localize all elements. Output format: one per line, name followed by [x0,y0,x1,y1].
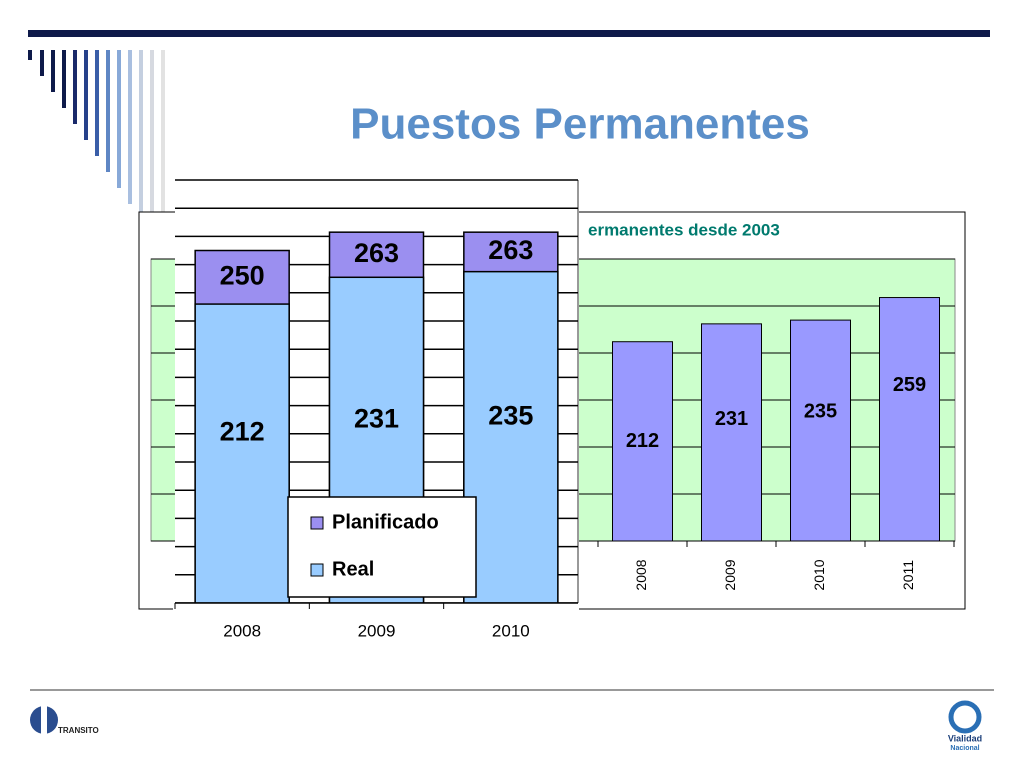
legend-label: Planificado [332,511,439,533]
x-tick-label: 2009 [358,621,396,640]
value-label: 259 [893,374,926,396]
value-label: 250 [220,260,265,290]
x-tick-label: 2008 [223,621,261,640]
value-label: 235 [804,400,837,422]
bar [701,323,762,542]
value-label: 212 [626,430,659,452]
legend-label: Real [332,558,374,580]
x-tick-label: 2008 [633,559,649,590]
value-label: 231 [715,408,748,430]
legend-swatch [310,516,324,530]
legend-swatch [310,563,324,577]
right-logo-text: Nacional [950,745,979,752]
legend: Planificado Real [287,496,477,598]
chart-title: ermanentes desde 2003 [588,220,780,239]
left-logo: TRANSITO [30,706,99,740]
value-label: 235 [488,400,533,430]
value-label: 263 [354,238,399,268]
bar [612,341,673,542]
right-logo: Vialidad Nacional [948,700,982,752]
stripes [28,50,165,252]
value-label: 231 [354,403,399,433]
top-bar [28,30,990,37]
front-chart: 250 263 263 212 231 235 2008 2009 2010 Planificad… [173,179,579,648]
bar [194,303,290,604]
bar [463,270,559,604]
bar [879,297,940,542]
value-label: 263 [488,235,533,265]
slide-title: Puestos Permanentes [350,100,810,149]
x-tick-label: 2010 [811,559,827,590]
x-tick-label: 2011 [900,560,916,590]
legend-box [287,496,477,598]
bar [790,319,851,542]
right-logo-text: Vialidad [948,733,982,743]
x-tick-label: 2010 [492,621,530,640]
value-label: 212 [220,417,265,447]
x-tick-label: 2009 [722,559,738,590]
left-logo-text: TRANSITO [58,726,99,735]
axis-mask [173,603,579,648]
